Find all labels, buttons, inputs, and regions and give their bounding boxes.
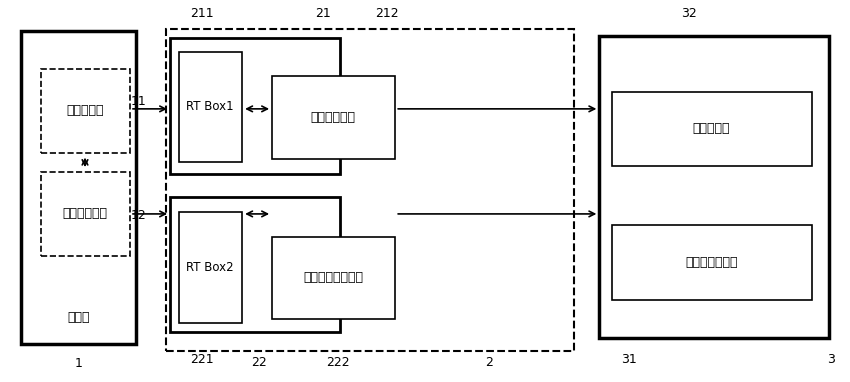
Bar xyxy=(612,92,812,166)
Text: 真实主回路样机: 真实主回路样机 xyxy=(685,256,738,269)
Bar xyxy=(178,212,242,323)
Text: 21: 21 xyxy=(315,7,331,20)
Text: 2: 2 xyxy=(484,356,493,369)
Bar xyxy=(41,69,130,153)
Text: 12: 12 xyxy=(131,209,146,222)
Text: 3: 3 xyxy=(827,353,836,366)
Bar xyxy=(599,36,829,338)
Text: 11: 11 xyxy=(131,95,146,108)
Text: 待验证主回路样机: 待验证主回路样机 xyxy=(303,271,363,284)
Text: 22: 22 xyxy=(252,356,267,369)
Text: 31: 31 xyxy=(621,353,637,366)
Text: RT Box1: RT Box1 xyxy=(186,100,234,113)
Bar xyxy=(166,29,574,351)
Text: 真实控制器: 真实控制器 xyxy=(693,122,730,135)
Text: 221: 221 xyxy=(190,353,213,366)
Text: 211: 211 xyxy=(190,7,213,20)
Text: 1: 1 xyxy=(75,357,83,370)
Bar xyxy=(170,197,340,332)
Text: RT Box2: RT Box2 xyxy=(186,261,234,274)
Text: 222: 222 xyxy=(326,356,350,369)
Text: 待验证控制器: 待验证控制器 xyxy=(311,111,355,124)
Bar xyxy=(272,76,395,159)
Bar xyxy=(21,31,136,344)
Text: 控制回路模型: 控制回路模型 xyxy=(63,207,107,220)
Bar xyxy=(41,172,130,256)
Text: 212: 212 xyxy=(375,7,399,20)
Text: 计算机: 计算机 xyxy=(67,311,89,324)
Bar xyxy=(272,237,395,319)
Text: 主回路模型: 主回路模型 xyxy=(66,104,104,117)
Bar xyxy=(612,225,812,300)
Bar xyxy=(178,52,242,162)
Bar xyxy=(170,38,340,174)
Text: 32: 32 xyxy=(681,7,696,20)
